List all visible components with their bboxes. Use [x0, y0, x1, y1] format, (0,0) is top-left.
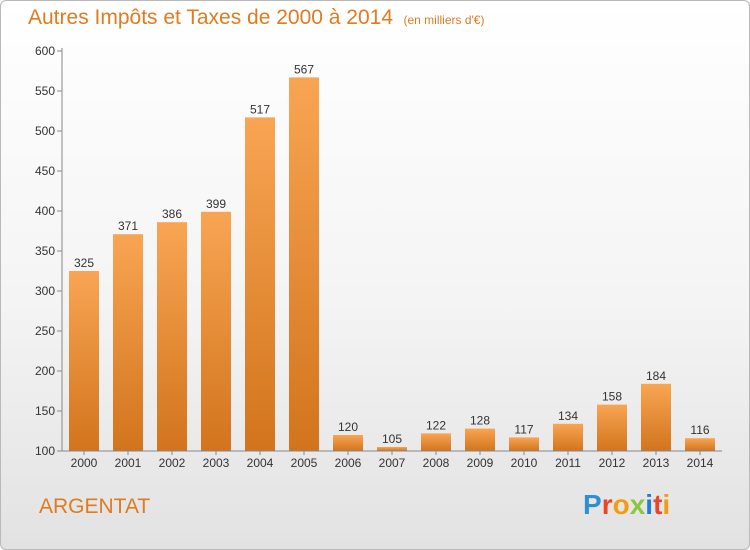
- x-tick-label: 2012: [599, 456, 626, 470]
- bar-value-label: 386: [162, 207, 182, 221]
- bar-value-label: 184: [646, 369, 666, 383]
- chart-subtitle: (en milliers d'€): [403, 13, 485, 27]
- bar: [597, 404, 627, 451]
- x-tick-label: 2000: [71, 456, 98, 470]
- bar: [289, 77, 319, 452]
- logo-letter: i: [645, 489, 654, 520]
- bar-value-label: 567: [294, 62, 314, 76]
- x-tick-label: 2001: [115, 456, 142, 470]
- x-tick-label: 2004: [247, 456, 274, 470]
- y-tick-label: 100: [35, 444, 55, 458]
- y-tick-label: 600: [35, 44, 55, 58]
- bar-value-label: 128: [470, 414, 490, 428]
- x-tick-label: 2009: [467, 456, 494, 470]
- x-tick-label: 2010: [511, 456, 538, 470]
- location-label: ARGENTAT: [39, 495, 151, 518]
- proxiti-logo: Proxiti: [583, 489, 670, 521]
- logo-letter: t: [653, 489, 663, 520]
- bar-value-label: 134: [558, 409, 578, 423]
- bar-value-label: 117: [514, 422, 533, 436]
- y-tick-label: 300: [35, 284, 55, 298]
- x-tick-label: 2013: [643, 456, 670, 470]
- chart-title: Autres Impôts et Taxes de 2000 à 2014: [28, 6, 394, 29]
- y-tick-label: 200: [35, 364, 55, 378]
- chart-title-row: Autres Impôts et Taxes de 2000 à 2014 (e…: [28, 6, 484, 30]
- x-tick-label: 2008: [423, 456, 450, 470]
- bar: [465, 428, 495, 451]
- bar: [685, 438, 715, 451]
- x-tick-label: 2007: [379, 456, 406, 470]
- y-tick-label: 150: [35, 404, 55, 418]
- bar-value-label: 399: [206, 197, 226, 211]
- x-tick-label: 2011: [555, 456, 581, 470]
- bar: [245, 117, 275, 452]
- bar-value-label: 325: [74, 256, 94, 270]
- bar: [69, 271, 99, 451]
- logo-letter: r: [601, 489, 613, 520]
- bar-value-label: 120: [338, 420, 358, 434]
- bar-value-label: 371: [118, 219, 138, 233]
- logo-letter: x: [629, 489, 646, 520]
- y-tick-label: 250: [35, 324, 55, 338]
- bar-value-label: 122: [426, 418, 446, 432]
- y-tick-label: 400: [35, 204, 55, 218]
- bar: [157, 222, 187, 451]
- logo-letter: P: [583, 489, 602, 520]
- logo-letter: o: [612, 489, 630, 520]
- bar: [113, 234, 143, 451]
- bar: [509, 437, 539, 451]
- bar-value-label: 517: [250, 102, 270, 116]
- bar: [421, 433, 451, 451]
- bar: [201, 211, 231, 451]
- logo-letter: i: [662, 489, 671, 520]
- y-tick-label: 450: [35, 164, 55, 178]
- y-tick-label: 500: [35, 124, 55, 138]
- y-tick-label: 550: [35, 84, 55, 98]
- x-tick-label: 2006: [335, 456, 362, 470]
- x-tick-label: 2014: [687, 456, 714, 470]
- bar-value-label: 105: [382, 432, 402, 446]
- bar: [377, 447, 407, 451]
- y-tick-label: 350: [35, 244, 55, 258]
- bar-value-label: 116: [690, 423, 709, 437]
- x-tick-label: 2005: [291, 456, 318, 470]
- x-tick-label: 2002: [159, 456, 186, 470]
- bar: [333, 435, 363, 451]
- x-tick-label: 2003: [203, 456, 230, 470]
- bar: [641, 383, 671, 451]
- bar: [553, 423, 583, 451]
- bar-value-label: 158: [602, 390, 622, 404]
